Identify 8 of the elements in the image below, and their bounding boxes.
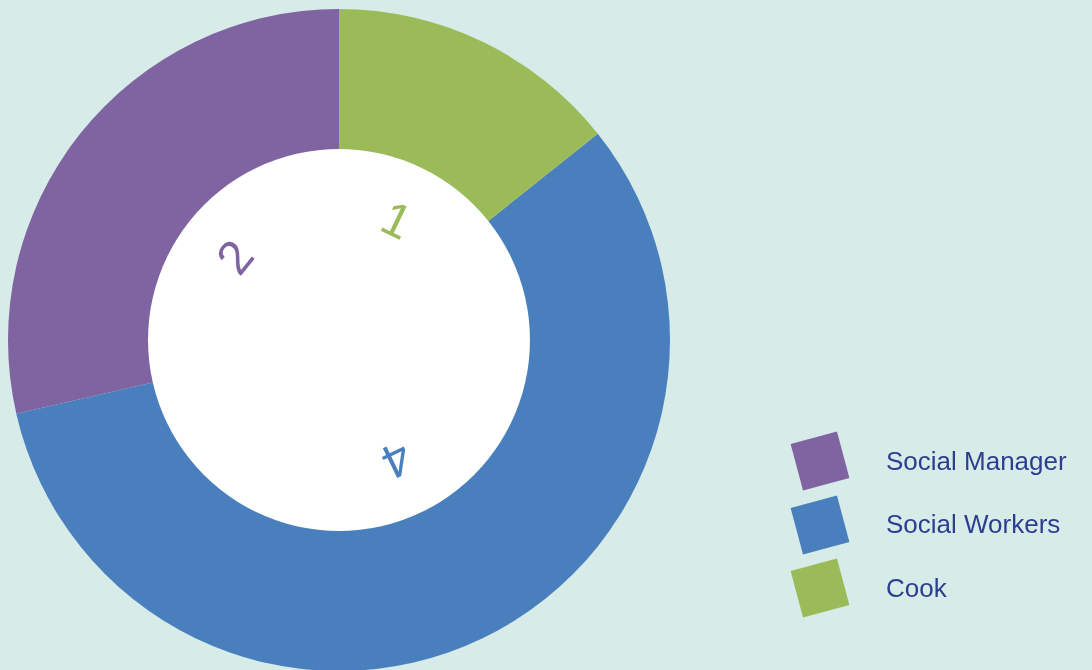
donut-slice — [8, 9, 339, 414]
data-label: 4 — [373, 430, 421, 490]
data-label: 2 — [205, 230, 265, 285]
legend-label: Social Workers — [886, 509, 1061, 541]
legend-label: Cook — [886, 572, 947, 604]
legend-label: Social Manager — [886, 445, 1067, 477]
data-label: 1 — [373, 190, 421, 250]
donut-slice — [16, 133, 670, 670]
